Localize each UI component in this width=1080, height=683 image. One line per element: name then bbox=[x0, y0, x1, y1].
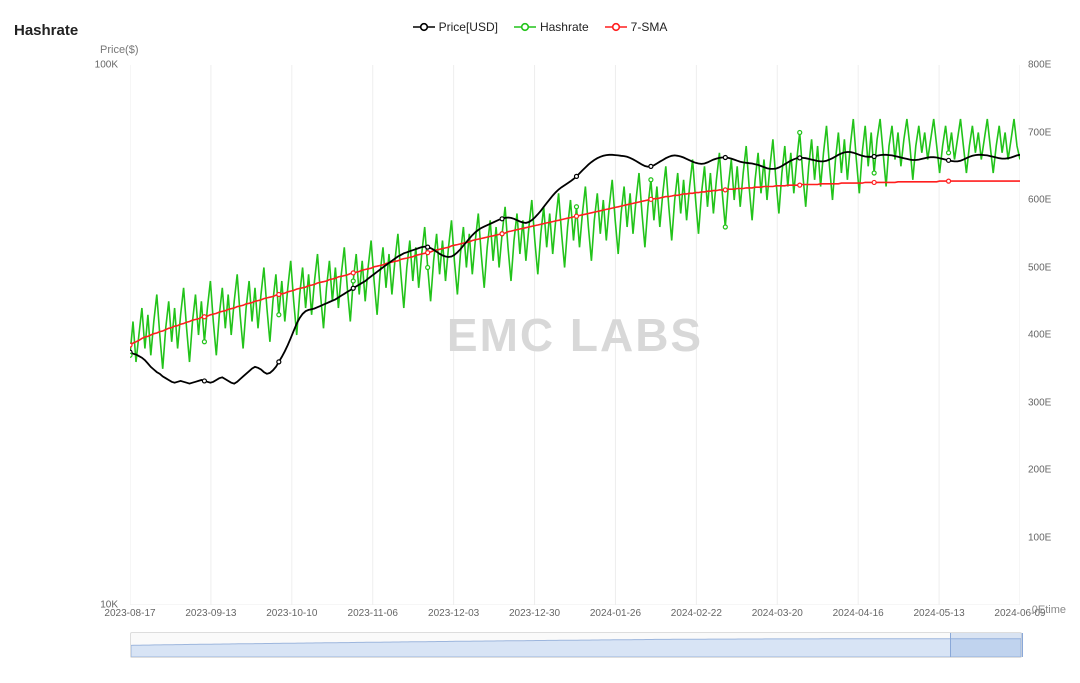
legend-label-price: Price[USD] bbox=[439, 20, 498, 34]
y2-ticks: 100E200E300E400E500E600E700E800E bbox=[1024, 65, 1074, 605]
y2-tick: 400E bbox=[1028, 330, 1051, 341]
y2-tick: 800E bbox=[1028, 60, 1051, 71]
x-ticks: 2023-08-172023-09-132023-10-102023-11-06… bbox=[130, 608, 1020, 624]
x-tick: 2024-05-13 bbox=[914, 608, 965, 619]
legend-item-sma[interactable]: 7-SMA bbox=[605, 20, 668, 34]
y1-tick: 100K bbox=[95, 60, 118, 71]
legend-item-price[interactable]: Price[USD] bbox=[413, 20, 498, 34]
legend-swatch-price bbox=[413, 22, 435, 32]
x-tick: 2024-02-22 bbox=[671, 608, 722, 619]
x-tick: 2023-10-10 bbox=[266, 608, 317, 619]
x-tick: 2023-08-17 bbox=[104, 608, 155, 619]
chart-svg bbox=[130, 65, 1020, 605]
x-tick: 2024-01-26 bbox=[590, 608, 641, 619]
x-tick: 2023-11-06 bbox=[348, 608, 398, 619]
legend: Price[USD] Hashrate 7-SMA bbox=[0, 20, 1080, 34]
legend-swatch-hashrate bbox=[514, 22, 536, 32]
x-tick: 2023-12-30 bbox=[509, 608, 560, 619]
x-tick: 2024-03-20 bbox=[752, 608, 803, 619]
x-tick: 2024-04-16 bbox=[833, 608, 884, 619]
legend-item-hashrate[interactable]: Hashrate bbox=[514, 20, 589, 34]
y2-tick: 500E bbox=[1028, 262, 1051, 273]
y2-tick: 600E bbox=[1028, 195, 1051, 206]
legend-label-sma: 7-SMA bbox=[631, 20, 668, 34]
range-brush-selection[interactable] bbox=[950, 633, 1023, 657]
y2-axis-label: 0Etime bbox=[1032, 604, 1066, 616]
y2-tick: 700E bbox=[1028, 127, 1051, 138]
x-tick: 2023-09-13 bbox=[185, 608, 236, 619]
legend-label-hashrate: Hashrate bbox=[540, 20, 589, 34]
legend-swatch-sma bbox=[605, 22, 627, 32]
y2-tick: 300E bbox=[1028, 397, 1051, 408]
x-tick: 2023-12-03 bbox=[428, 608, 479, 619]
y1-axis-label: Price($) bbox=[100, 44, 139, 56]
y2-tick: 200E bbox=[1028, 465, 1051, 476]
y1-ticks: 10K100K bbox=[0, 65, 126, 605]
y2-tick: 100E bbox=[1028, 532, 1051, 543]
range-brush[interactable] bbox=[130, 632, 1022, 658]
chart-plot-area[interactable]: EMC LABS bbox=[130, 65, 1020, 605]
